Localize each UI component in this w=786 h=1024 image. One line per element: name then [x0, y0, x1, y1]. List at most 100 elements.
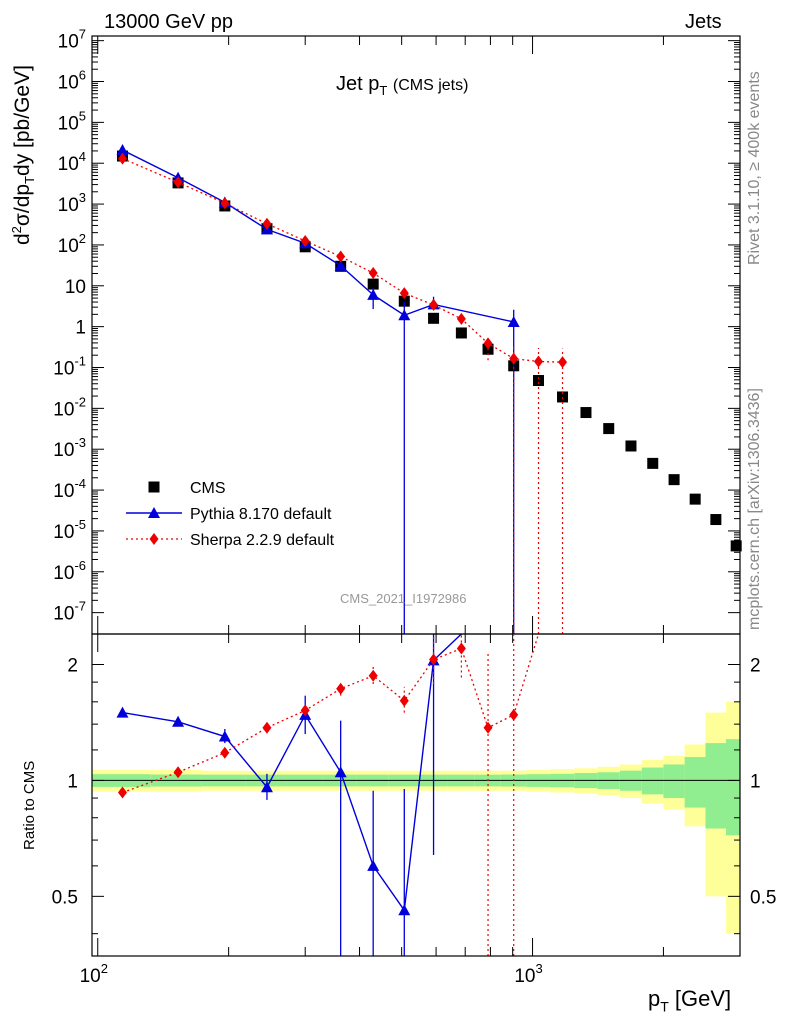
ratio-y-tick-label: 2 [67, 655, 78, 676]
sherpa-point [558, 356, 568, 369]
pythia-line [122, 149, 514, 323]
sherpa-ratio-point [483, 721, 493, 734]
main-y-tick-label: 10-4 [53, 476, 86, 502]
main-y-tick-label: 1 [75, 318, 86, 339]
sherpa-point [456, 312, 466, 325]
cms-point [367, 278, 379, 290]
pythia-ratio-point [172, 715, 185, 727]
sherpa-point [336, 250, 346, 263]
sherpa-point [220, 197, 230, 210]
pythia-ratio-point [116, 706, 129, 718]
pythia-ratio-point [334, 766, 347, 778]
cms-point [730, 540, 742, 552]
sherpa-point [368, 267, 378, 280]
cms-point [580, 407, 592, 419]
legend: CMS Pythia 8.170 default Sherpa 2.2.9 defa… [126, 480, 335, 549]
sherpa-ratio-line [122, 633, 540, 794]
main-y-tick-label: 10 [65, 277, 86, 298]
cms-point [603, 423, 615, 435]
cms-point [557, 391, 569, 403]
main-y-tick-label: 10-6 [53, 558, 86, 584]
main-y-tick-label: 106 [58, 68, 86, 94]
legend-cms-marker [148, 481, 160, 493]
cms-point [625, 440, 637, 452]
sherpa-ratio-point [399, 694, 409, 707]
ratio-y-tick-label: 0.5 [52, 887, 78, 908]
cms-point [398, 295, 410, 307]
pythia-ratio-point [367, 859, 380, 871]
main-y-tick-label: 104 [58, 149, 86, 175]
header-collision: 13000 GeV pp [104, 11, 233, 33]
main-y-tick-label: 105 [58, 108, 86, 134]
legend-entry-label: Pythia 8.170 default [190, 506, 332, 523]
sherpa-ratio-point [117, 786, 127, 799]
chart-title-subscript: T [379, 83, 388, 98]
sherpa-ratio-point [300, 704, 310, 717]
pythia-ratio-point [260, 781, 273, 793]
header-category: Jets [685, 11, 722, 33]
sherpa-point [509, 352, 519, 365]
side-label-top: Rivet 3.1.10, ≥ 400k events [746, 71, 763, 265]
cms-uncertainty-bands [92, 701, 740, 934]
cms-point [647, 457, 659, 469]
legend-entry-label: CMS [190, 480, 226, 497]
legend-entry-label: Sherpa 2.2.9 default [190, 532, 335, 549]
pythia-point [116, 144, 129, 156]
x-axis-label: pT [GeV] [648, 986, 732, 1015]
pythia-point [507, 315, 520, 327]
sherpa-point [399, 287, 409, 300]
band-inner [663, 764, 685, 799]
cms-point [455, 327, 467, 339]
ratio-y-tick-label-right: 1 [750, 771, 761, 792]
band-inner [726, 739, 740, 836]
pythia-point [398, 309, 411, 321]
sherpa-ratio-point [262, 721, 272, 734]
band-inner [684, 757, 706, 808]
main-ylabel: d2σ/dpTdy [pb/GeV] [9, 65, 38, 245]
main-y-tick-label: 10-1 [53, 354, 86, 380]
pythia-point [334, 259, 347, 271]
chart-title-suffix: (CMS jets) [392, 77, 469, 94]
sherpa-point [429, 298, 439, 311]
main-y-tick-label: 103 [58, 190, 86, 216]
sherpa-ratio-point [509, 708, 519, 721]
legend-pythia-marker [148, 507, 160, 518]
pythia-ratio-point [218, 730, 231, 742]
band-inner [641, 767, 664, 795]
sherpa-point [533, 355, 543, 368]
sherpa-ratio-point [368, 669, 378, 682]
sherpa-ratio-point [220, 746, 230, 759]
main-y-tick-label: 10-5 [53, 517, 86, 543]
watermark: CMS_2021_I1972986 [340, 591, 467, 606]
ratio-y-tick-label-right: 0.5 [750, 887, 776, 908]
main-y-tick-label: 10-3 [53, 435, 86, 461]
sherpa-point [483, 337, 493, 350]
cms-point [428, 312, 440, 324]
cms-point [689, 493, 701, 505]
ratio-frame [91, 633, 741, 957]
sherpa-line [122, 157, 563, 363]
main-y-tick-label: 107 [58, 27, 86, 53]
sherpa-point [300, 234, 310, 247]
main-y-tick-label: 102 [58, 231, 86, 257]
sherpa-point [173, 176, 183, 189]
main-y-tick-label: 10-7 [53, 599, 86, 625]
side-label-bottom: mcplots.cern.ch [arXiv:1306.3436] [746, 388, 763, 630]
sherpa-point [117, 152, 127, 165]
cms-point [710, 514, 722, 526]
sherpa-ratio-point [456, 642, 466, 655]
ratio-y-tick-label-right: 2 [750, 655, 761, 676]
legend-sherpa-marker [149, 533, 159, 545]
axis-ticks: 10-7 10-6 10-5 10-4 10-3 10-2 10-1 1 10 102 103 104… [52, 27, 777, 987]
cms-point [668, 474, 680, 486]
pythia-ratio-point [398, 904, 411, 916]
x-tick-label: 102 [80, 961, 108, 987]
ratio-ylabel: Ratio to CMS [21, 760, 38, 850]
sherpa-ratio-point [336, 682, 346, 695]
plot-frames [91, 35, 741, 957]
x-tick-label: 103 [514, 961, 542, 987]
pythia-ratio-line [122, 633, 462, 913]
chart-title-main: Jet p [336, 73, 380, 95]
ratio-y-tick-label: 1 [67, 771, 78, 792]
